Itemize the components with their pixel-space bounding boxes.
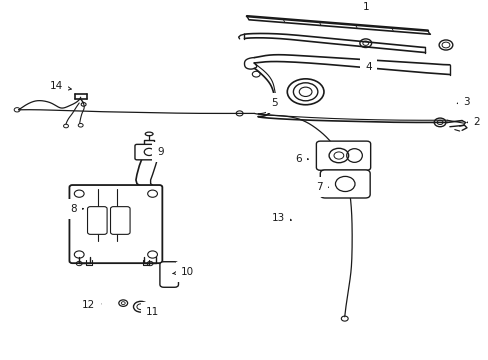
Text: 3: 3: [456, 96, 469, 107]
FancyBboxPatch shape: [87, 207, 107, 234]
FancyBboxPatch shape: [160, 262, 178, 287]
Text: 5: 5: [270, 98, 277, 108]
FancyBboxPatch shape: [320, 170, 369, 198]
Text: 6: 6: [295, 154, 307, 164]
Text: 1: 1: [362, 1, 368, 12]
Text: 8: 8: [70, 204, 83, 214]
Text: 7: 7: [315, 182, 327, 192]
Text: 14: 14: [49, 81, 71, 91]
Text: 4: 4: [364, 62, 371, 72]
FancyBboxPatch shape: [135, 144, 162, 160]
FancyBboxPatch shape: [110, 207, 130, 234]
Text: 11: 11: [145, 307, 159, 317]
Text: 9: 9: [156, 147, 164, 157]
Text: 13: 13: [271, 213, 291, 223]
Text: 2: 2: [466, 117, 479, 127]
FancyBboxPatch shape: [69, 185, 162, 263]
Text: 10: 10: [172, 267, 194, 277]
Text: 12: 12: [82, 300, 101, 310]
FancyBboxPatch shape: [316, 141, 370, 170]
